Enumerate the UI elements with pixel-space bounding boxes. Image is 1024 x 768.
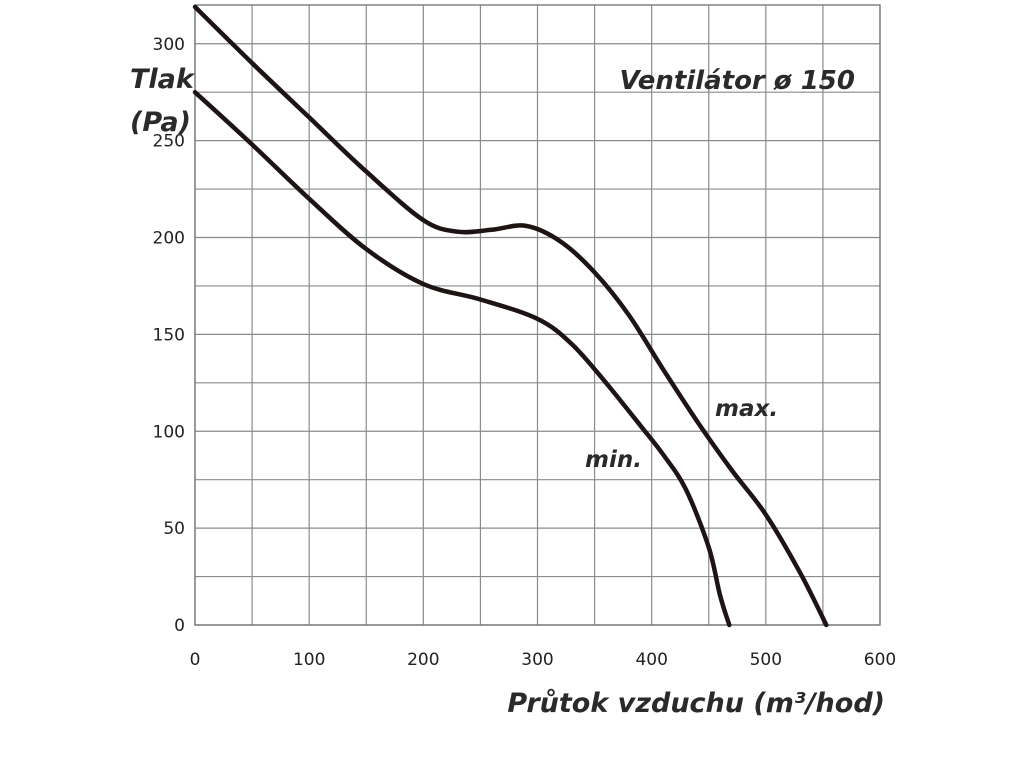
y-tick-label: 100	[153, 422, 185, 442]
y-tick-labels: 0 50 100 150 200 250 300	[153, 35, 185, 636]
y-tick-label: 50	[163, 519, 185, 539]
y-axis-title: Tlak (Pa)	[130, 64, 196, 138]
y-tick-label: 0	[174, 616, 185, 636]
x-tick-label: 100	[293, 650, 325, 670]
plot-frame	[194, 4, 881, 626]
series-line-max	[192, 4, 829, 628]
x-axis-title: Průtok vzduchu (m³/hod)	[507, 688, 885, 719]
x-tick-label: 0	[190, 650, 201, 670]
x-tick-label: 400	[635, 650, 667, 670]
x-tick-label: 500	[750, 650, 782, 670]
x-tick-label: 600	[864, 650, 896, 670]
y-tick-label: 300	[153, 35, 185, 55]
y-tick-label: 150	[153, 325, 185, 345]
x-tick-label: 300	[521, 650, 553, 670]
series-layer	[192, 4, 829, 628]
series-label-min: min.	[585, 447, 642, 473]
chart-title: Ventilátor ø 150	[619, 66, 855, 96]
y-tick-label: 200	[153, 229, 185, 249]
series-label-max: max.	[715, 396, 778, 422]
series-line-min	[192, 89, 732, 628]
x-tick-label: 200	[407, 650, 439, 670]
y-tick-label: 250	[153, 132, 185, 152]
x-tick-labels: 0 100 200 300 400 500 600	[190, 650, 897, 670]
